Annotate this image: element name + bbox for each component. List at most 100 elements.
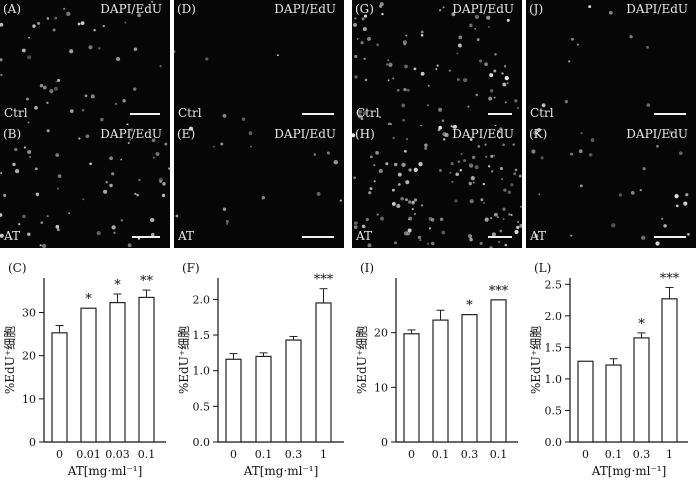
cell-nucleus bbox=[339, 199, 342, 202]
cell-nucleus bbox=[380, 216, 384, 221]
cell-nucleus bbox=[378, 168, 383, 174]
cell-nucleus bbox=[519, 205, 522, 208]
cell-nucleus bbox=[369, 155, 373, 159]
cell-nucleus bbox=[138, 178, 141, 182]
bar bbox=[490, 299, 507, 443]
micrograph-panel-g: (G) DAPI/EdU Ctrl bbox=[352, 0, 522, 125]
cell-nucleus bbox=[369, 187, 373, 190]
cell-nucleus bbox=[405, 138, 409, 141]
cell-nucleus bbox=[679, 151, 683, 155]
cell-nucleus bbox=[463, 159, 467, 163]
cell-nucleus bbox=[468, 234, 473, 239]
cell-nucleus bbox=[367, 36, 371, 41]
cell-nucleus bbox=[55, 153, 59, 157]
cell-nucleus bbox=[52, 28, 56, 32]
cell-nucleus bbox=[137, 13, 142, 18]
cell-nucleus bbox=[438, 107, 443, 112]
cell-nucleus bbox=[484, 217, 489, 222]
cell-nucleus bbox=[470, 175, 475, 181]
panel-letter: (D) bbox=[177, 2, 196, 16]
cell-nucleus bbox=[491, 170, 494, 173]
x-tick-label: 1 bbox=[666, 448, 673, 461]
cell-nucleus bbox=[397, 172, 402, 177]
cell-nucleus bbox=[84, 94, 88, 98]
cell-nucleus bbox=[457, 43, 462, 48]
y-tick-label: 1.0 bbox=[545, 373, 563, 386]
cell-nucleus bbox=[353, 176, 357, 180]
cell-nucleus bbox=[162, 182, 166, 186]
cell-nucleus bbox=[151, 138, 156, 143]
cell-nucleus bbox=[611, 223, 616, 228]
cell-nucleus bbox=[354, 54, 358, 59]
cell-nucleus bbox=[448, 69, 451, 72]
cell-nucleus bbox=[487, 165, 491, 168]
significance-marker: * bbox=[638, 317, 645, 332]
cell-nucleus bbox=[62, 7, 66, 11]
y-tick-label: 0.5 bbox=[193, 400, 211, 413]
cell-nucleus bbox=[489, 73, 494, 78]
cell-nucleus bbox=[405, 198, 408, 202]
cell-nucleus bbox=[404, 64, 408, 69]
cell-nucleus bbox=[485, 155, 488, 158]
bar bbox=[51, 332, 68, 443]
cell-nucleus bbox=[490, 154, 494, 158]
cell-nucleus bbox=[222, 207, 227, 211]
micrograph-panel-b: (B) DAPI/EdU AT bbox=[0, 125, 170, 248]
cell-nucleus bbox=[507, 190, 512, 195]
cell-nucleus bbox=[225, 220, 229, 223]
cell-nucleus bbox=[212, 145, 215, 148]
cell-nucleus bbox=[608, 10, 613, 15]
bar bbox=[403, 333, 420, 443]
y-axis-label: %EdU⁺细胞 bbox=[355, 326, 369, 394]
cell-nucleus bbox=[502, 218, 505, 221]
cell-nucleus bbox=[660, 217, 664, 220]
x-tick-label: 0.3 bbox=[633, 448, 651, 461]
cell-nucleus bbox=[655, 241, 660, 246]
cell-nucleus bbox=[175, 214, 179, 218]
cell-nucleus bbox=[486, 15, 491, 20]
cell-nucleus bbox=[469, 237, 473, 242]
significance-marker: *** bbox=[660, 271, 680, 286]
cell-nucleus bbox=[12, 162, 16, 167]
cell-nucleus bbox=[502, 82, 507, 87]
cell-nucleus bbox=[502, 143, 505, 147]
cell-nucleus bbox=[368, 191, 372, 195]
cell-nuclei bbox=[353, 2, 519, 125]
cell-nucleus bbox=[365, 217, 369, 222]
cell-nucleus bbox=[248, 131, 253, 136]
cell-nucleus bbox=[80, 21, 85, 25]
cell-nucleus bbox=[514, 99, 518, 103]
cell-nucleus bbox=[439, 217, 444, 222]
cell-nucleus bbox=[405, 180, 410, 185]
cell-nucleus bbox=[408, 168, 412, 172]
y-tick-label: 0.0 bbox=[193, 436, 211, 449]
cell-nucleus bbox=[41, 243, 47, 248]
cell-nucleus bbox=[387, 59, 390, 62]
cell-nucleus bbox=[417, 235, 422, 240]
cell-nucleus bbox=[578, 149, 583, 154]
panel-letter: (B) bbox=[3, 127, 22, 141]
cell-nucleus bbox=[405, 34, 408, 37]
cell-nucleus bbox=[100, 117, 104, 122]
cell-nucleus bbox=[494, 53, 497, 56]
cell-nucleus bbox=[424, 143, 428, 147]
cell-nucleus bbox=[388, 62, 393, 67]
cell-nuclei bbox=[541, 5, 651, 108]
cell-nucleus bbox=[514, 168, 518, 172]
cell-nucleus bbox=[499, 127, 503, 131]
cell-nucleus bbox=[376, 213, 379, 216]
cell-nucleus bbox=[0, 233, 4, 238]
cell-nucleus bbox=[361, 224, 366, 229]
cell-nucleus bbox=[363, 14, 368, 18]
cell-nucleus bbox=[436, 64, 439, 67]
cell-nucleus bbox=[127, 243, 132, 248]
cell-nucleus bbox=[538, 193, 541, 196]
cell-nucleus bbox=[531, 149, 536, 154]
significance-marker: *** bbox=[314, 273, 334, 288]
cell-nucleus bbox=[571, 37, 574, 41]
cell-nucleus bbox=[89, 162, 92, 166]
cell-nucleus bbox=[333, 160, 338, 165]
cell-nucleus bbox=[151, 0, 154, 3]
cell-nucleus bbox=[516, 225, 520, 230]
cell-nucleus bbox=[570, 234, 573, 237]
